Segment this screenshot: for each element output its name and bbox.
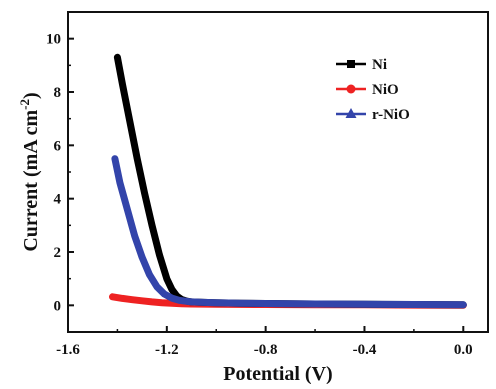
plot-frame <box>67 11 489 333</box>
legend: Ni NiO r-NiO <box>336 57 410 123</box>
series-layer <box>109 53 467 309</box>
x-tick-label: -1.6 <box>56 342 80 358</box>
y-tick-label: 10 <box>46 32 61 48</box>
y-tick-label: 8 <box>54 85 62 101</box>
x-tick-label: -0.8 <box>254 342 278 358</box>
x-axis-label: Potential (V) <box>223 363 332 384</box>
y-axis-label-close: ) <box>20 92 42 99</box>
y-tick-label: 4 <box>54 192 62 208</box>
y-tick-label: 6 <box>54 138 62 154</box>
y-tick-label: 0 <box>54 298 62 314</box>
legend-label: NiO <box>372 82 399 98</box>
x-tick-label: -1.2 <box>155 342 179 358</box>
legend-label: Ni <box>372 57 387 73</box>
y-axis-label-main: Current (mA cm <box>20 110 42 252</box>
legend-label: r-NiO <box>372 107 410 123</box>
tick-layer: -1.6 -1.2 -0.8 -0.4 0.0 0 2 4 6 8 10 <box>46 32 473 358</box>
legend-marker-square <box>347 60 355 68</box>
series-line-ni <box>113 53 467 309</box>
x-tick-label: -0.4 <box>353 342 377 358</box>
legend-marker-circle <box>346 84 356 94</box>
y-tick-label: 2 <box>54 245 62 261</box>
y-axis-label: Current (mA cm-2) <box>17 92 42 251</box>
y-axis-label-exponent: -2 <box>17 99 32 110</box>
legend-marker-triangle <box>345 108 357 118</box>
x-tick-label: 0.0 <box>454 342 473 358</box>
series-line-r-nio <box>111 155 467 309</box>
